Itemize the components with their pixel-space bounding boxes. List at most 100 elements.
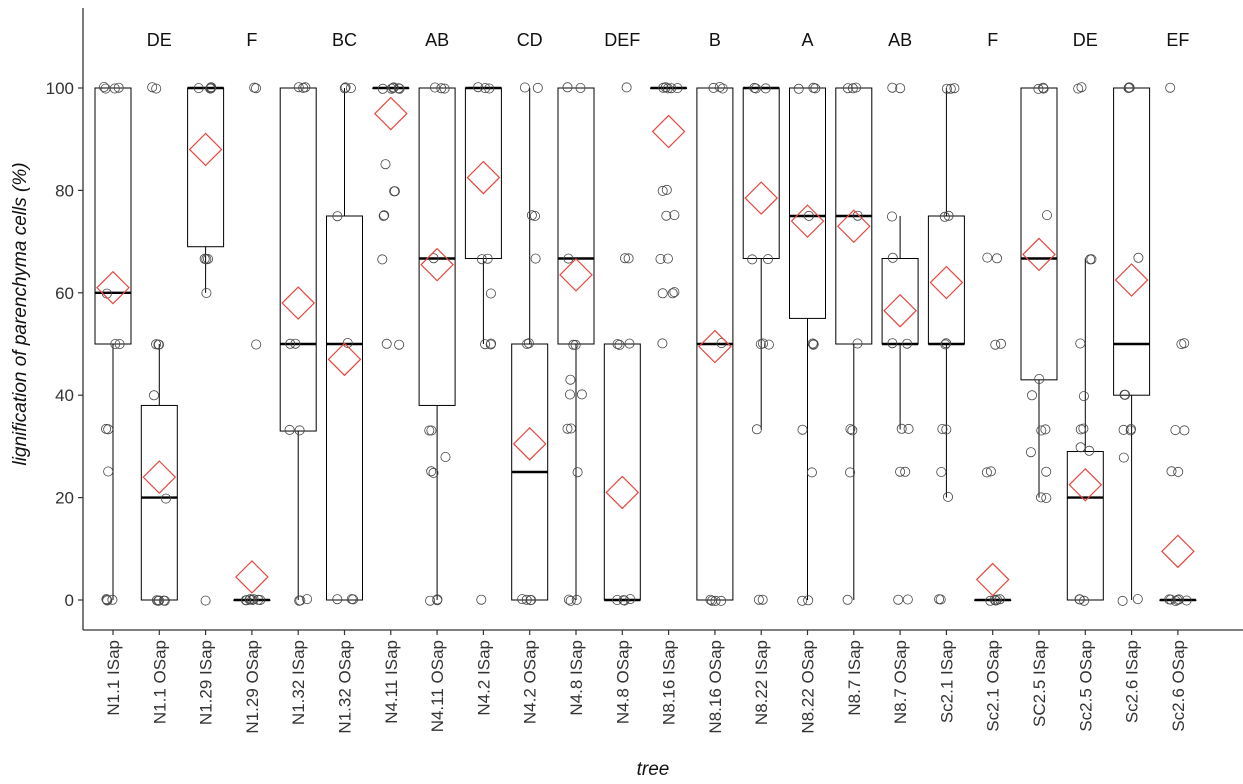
significance-letter: A [801, 30, 813, 50]
mean-marker [744, 181, 779, 215]
data-point [432, 594, 443, 605]
data-point [379, 210, 390, 221]
data-point [110, 338, 121, 349]
data-point [381, 338, 392, 349]
significance-letter: AB [425, 30, 449, 50]
significance-letter: F [246, 30, 257, 50]
data-point [750, 83, 761, 94]
data-point [101, 594, 112, 605]
x-tick-label: N4.2 OSap [521, 640, 540, 724]
significance-letter: EF [1166, 30, 1189, 50]
data-point [887, 82, 898, 93]
data-point [808, 82, 819, 93]
mean-marker [466, 160, 501, 195]
mean-marker [420, 247, 454, 282]
data-point [940, 339, 951, 350]
data-point [572, 467, 583, 478]
data-point [388, 82, 399, 93]
data-point [284, 424, 295, 435]
data-point [996, 338, 1007, 349]
data-point [747, 254, 758, 265]
data-point [895, 83, 906, 94]
x-axis-title: tree [637, 759, 670, 779]
x-tick-label: N1.32 ISap [289, 640, 308, 725]
data-point [563, 253, 574, 264]
data-point [476, 594, 487, 605]
data-point [808, 339, 819, 350]
data-point [896, 423, 907, 434]
data-point [160, 493, 171, 504]
data-point [388, 82, 399, 93]
data-point [981, 467, 992, 478]
mean-marker [790, 204, 825, 238]
data-point [151, 595, 162, 606]
data-point [436, 83, 447, 94]
data-point [1042, 210, 1053, 221]
data-point [389, 186, 400, 197]
data-point [1118, 452, 1129, 463]
data-point [424, 425, 435, 436]
box-rect [140, 404, 178, 601]
data-point [662, 83, 673, 94]
x-tick-label: N8.22 OSap [799, 640, 818, 734]
data-point [193, 83, 204, 94]
box-rect [603, 343, 641, 601]
data-point [249, 82, 260, 93]
data-point [485, 288, 496, 299]
x-tick-label: Sc2.5 OSap [1076, 640, 1095, 732]
data-point [949, 83, 960, 94]
y-tick-label: 60 [55, 284, 74, 303]
data-point [205, 83, 216, 94]
data-point [612, 339, 623, 350]
data-point [563, 594, 574, 605]
data-point [661, 184, 672, 195]
box-rect [881, 257, 919, 345]
mean-marker [327, 342, 362, 377]
box-rect [557, 87, 595, 345]
data-point [1033, 83, 1044, 94]
data-point [571, 594, 582, 605]
data-point [620, 253, 631, 264]
data-point [332, 211, 343, 222]
data-point [345, 83, 356, 94]
data-point [377, 254, 388, 265]
data-point [380, 159, 391, 170]
mean-layer [96, 96, 1195, 597]
data-point [1073, 83, 1084, 94]
data-point [1125, 425, 1136, 436]
data-point [751, 424, 762, 435]
box-rect [187, 87, 225, 248]
data-point [985, 595, 996, 606]
data-point [1179, 425, 1190, 436]
data-point [990, 339, 1001, 350]
data-point [378, 210, 389, 221]
data-point [522, 338, 533, 349]
data-point [847, 425, 858, 436]
data-point [101, 594, 112, 605]
data-point [440, 451, 451, 462]
data-point [153, 339, 164, 350]
mean-marker [1161, 534, 1195, 569]
data-point [803, 210, 814, 221]
x-tick-label: N4.11 ISap [382, 640, 401, 724]
x-tick-label: Sc2.1 ISap [937, 640, 956, 723]
data-point [623, 253, 634, 264]
data-point [200, 595, 211, 606]
x-tick-label: N4.8 ISap [567, 640, 586, 716]
data-point [525, 595, 536, 606]
data-point [900, 466, 911, 477]
data-point [941, 338, 952, 349]
data-point [893, 594, 904, 605]
data-point [807, 338, 818, 349]
data-point [992, 253, 1003, 264]
data-point [1133, 252, 1144, 263]
data-point [426, 425, 437, 436]
data-point [1118, 424, 1129, 435]
x-tick-label: Sc2.6 OSap [1169, 640, 1188, 732]
box-rect [326, 215, 363, 601]
x-tick-label: Sc2.1 OSap [984, 640, 1003, 732]
data-point [1117, 595, 1128, 606]
data-point [845, 424, 856, 435]
data-point [1170, 425, 1181, 436]
data-point [1034, 373, 1045, 384]
